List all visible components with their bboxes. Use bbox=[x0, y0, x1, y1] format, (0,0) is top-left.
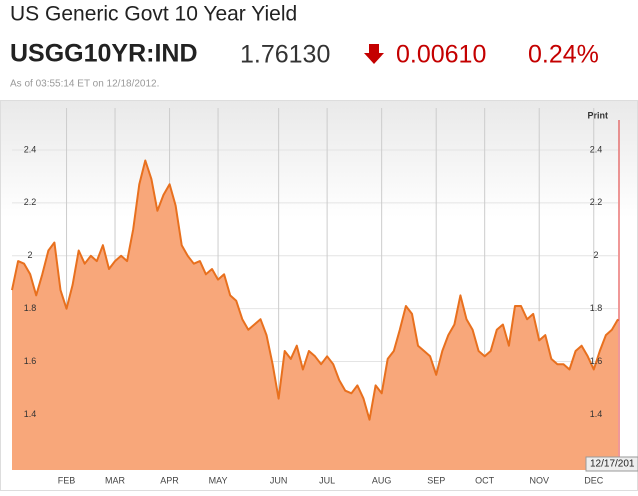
timestamp: As of 03:55:14 ET on 12/18/2012. bbox=[10, 79, 159, 90]
y-tick-label-right: 1.8 bbox=[590, 303, 603, 313]
line bbox=[11, 159, 619, 421]
x-tick-label: NOV bbox=[529, 475, 549, 485]
title: US Generic Govt 10 Year Yield bbox=[10, 3, 297, 26]
down-arrow bbox=[364, 44, 384, 64]
print-link[interactable]: Print bbox=[587, 110, 608, 120]
price: 1.76130 bbox=[240, 41, 330, 69]
x-tick-label: MAY bbox=[209, 475, 228, 485]
ticker: USGG10YR:IND bbox=[10, 40, 198, 68]
y-tick-label-right: 2.2 bbox=[590, 197, 603, 207]
plot: FEB MAR APR MAY JUN JUL AUG SEP OCT NOV DEC 1.4 1.4 1… bbox=[11, 108, 619, 485]
end-date: 12/17/201 bbox=[590, 459, 635, 470]
y-tick-label: 1.8 bbox=[24, 303, 37, 313]
x-tick-label: JUL bbox=[319, 475, 335, 485]
y-tick-label-right: 1.6 bbox=[590, 356, 603, 366]
y-tick-label: 2.2 bbox=[24, 197, 37, 207]
end-date-box bbox=[585, 456, 638, 472]
y-tick-label: 2 bbox=[27, 250, 32, 260]
change-pct: 0.24% bbox=[528, 41, 599, 69]
y-tick-label-right: 2 bbox=[593, 250, 598, 260]
x-tick-label: OCT bbox=[475, 475, 495, 485]
x-tick-label: MAR bbox=[105, 475, 126, 485]
x-tick-label: DEC bbox=[584, 475, 604, 485]
y-tick-label: 1.6 bbox=[24, 356, 37, 366]
area-fill bbox=[12, 160, 618, 470]
y-tick-label-right: 2.4 bbox=[590, 144, 603, 154]
y-tick-label-right: 1.4 bbox=[590, 409, 603, 419]
x-tick-label: SEP bbox=[427, 475, 445, 485]
y-tick-label: 1.4 bbox=[24, 409, 37, 419]
x-tick-label: FEB bbox=[58, 475, 76, 485]
x-tick-label: JUN bbox=[270, 475, 288, 485]
y-tick-label: 2.4 bbox=[24, 144, 37, 154]
x-tick-label: AUG bbox=[372, 475, 392, 485]
x-tick-label: APR bbox=[160, 475, 179, 485]
change: 0.00610 bbox=[396, 41, 486, 69]
